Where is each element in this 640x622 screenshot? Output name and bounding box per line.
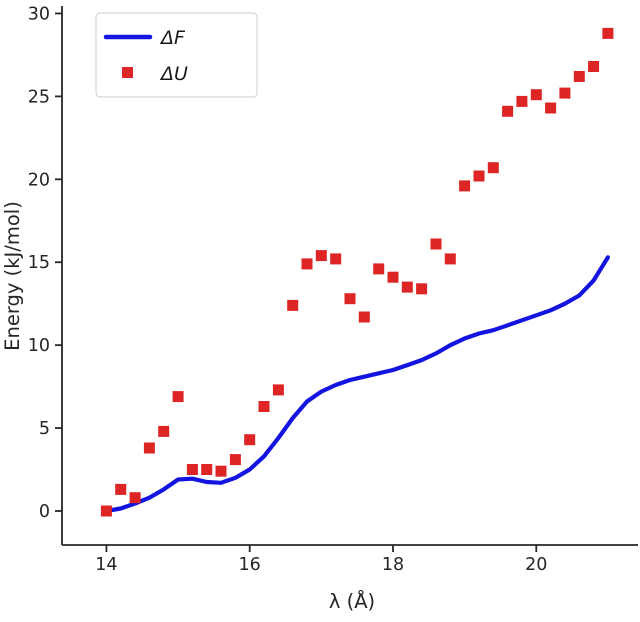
- x-axis-label: λ (Å): [329, 590, 375, 613]
- series-delta-u-point: [287, 299, 299, 311]
- series-delta-u-point: [416, 283, 428, 295]
- series-delta-u-point: [444, 253, 456, 265]
- series-delta-u-point: [330, 253, 342, 265]
- series-delta-u-point: [459, 180, 471, 192]
- legend: ΔF ΔU: [95, 12, 258, 98]
- y-tick-label: 25: [28, 87, 50, 107]
- x-tick-label: 20: [525, 555, 547, 575]
- y-axis-label: Energy (kJ/mol): [1, 201, 24, 351]
- y-tick-label: 30: [28, 4, 50, 24]
- series-delta-u-point: [244, 434, 256, 446]
- series-delta-u-point: [186, 464, 198, 475]
- series-delta-u-point: [387, 271, 399, 283]
- series-delta-u-point: [201, 464, 213, 475]
- series-delta-u-point: [158, 425, 170, 437]
- series-delta-u-point: [602, 27, 614, 39]
- x-tick-label: 18: [382, 555, 404, 575]
- series-delta-u-point: [115, 483, 127, 495]
- series-delta-u-point: [545, 102, 557, 114]
- series-delta-u-point: [272, 384, 284, 396]
- x-tick-label: 14: [95, 555, 117, 575]
- series-delta-u-point: [401, 281, 413, 293]
- series-delta-u-point: [530, 89, 542, 101]
- series-delta-u-point: [502, 105, 514, 117]
- series-delta-u-point: [473, 170, 485, 182]
- series-delta-u-point: [258, 401, 270, 412]
- y-tick-label: 15: [28, 253, 50, 273]
- legend-label-delta-f: ΔF: [159, 27, 186, 49]
- series-delta-u-point: [344, 293, 356, 305]
- series-delta-u-point: [315, 250, 327, 262]
- series-delta-u-point: [100, 505, 112, 517]
- series-delta-u-point: [373, 263, 385, 275]
- x-tick-label: 16: [239, 555, 261, 575]
- series-delta-u-point: [588, 61, 600, 72]
- series-delta-u-point: [573, 71, 585, 82]
- series-delta-u-point: [143, 442, 155, 454]
- y-tick-label: 5: [39, 419, 50, 439]
- legend-box: [95, 12, 258, 98]
- series-delta-f-line: [104, 255, 610, 514]
- y-tick-label: 10: [28, 336, 50, 356]
- y-tick-label: 20: [28, 170, 50, 190]
- series-delta-u-point: [229, 454, 241, 466]
- legend-label-delta-u: ΔU: [159, 63, 188, 85]
- series-delta-u-point: [215, 465, 227, 477]
- series-delta-u-point: [172, 391, 184, 403]
- series-delta-u-point: [430, 238, 442, 250]
- series-delta-u-point: [559, 87, 571, 99]
- y-tick-label: 0: [39, 502, 50, 522]
- legend-marker-delta-u: [122, 67, 133, 78]
- series-delta-u-point: [301, 258, 313, 270]
- series-delta-u-point: [487, 162, 499, 174]
- series-delta-u-point: [516, 95, 528, 107]
- series-delta-u-point: [358, 311, 370, 323]
- series-delta-u-point: [129, 492, 141, 504]
- plot-area: 14 16 18 20 0 5 10 15 20 25 30: [28, 4, 638, 575]
